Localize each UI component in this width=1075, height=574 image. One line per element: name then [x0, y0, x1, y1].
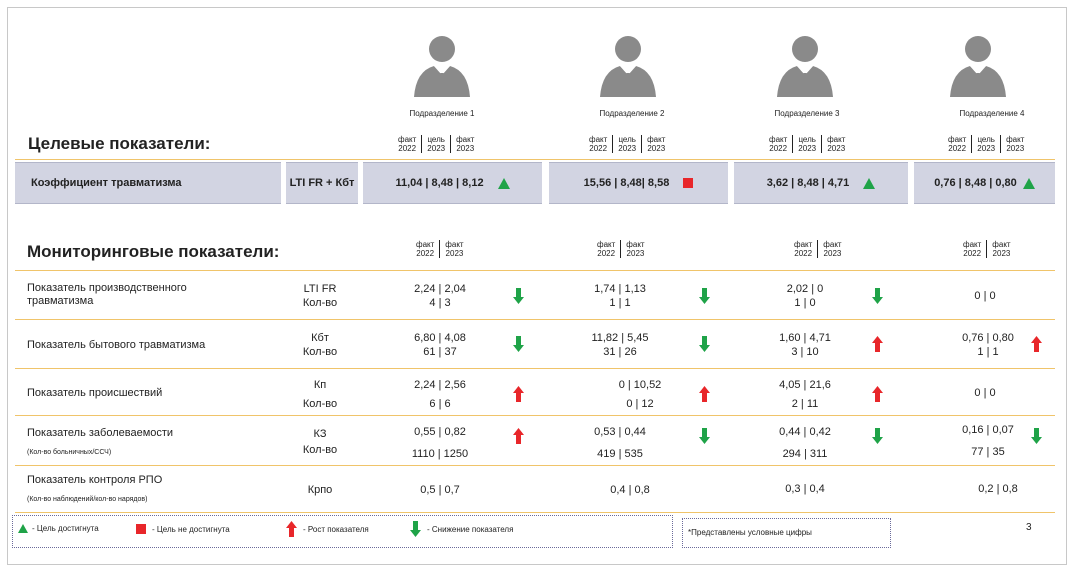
indicator-unit: LTI FR Кол-во — [302, 283, 338, 309]
target-row-unit: LTI FR + Кбт — [286, 162, 358, 204]
arrow-up-icon — [872, 336, 883, 352]
legend — [12, 515, 673, 548]
monitoring-col-headers: факт 2022 факт 2023 — [597, 240, 645, 258]
arrow-down-icon — [513, 288, 524, 304]
slide-frame — [7, 7, 1067, 565]
divider — [15, 270, 1055, 271]
goal-not-achieved-icon — [683, 178, 694, 188]
department-name: Подразделение 4 — [959, 109, 1025, 118]
arrow-down-icon — [872, 428, 883, 444]
monitoring-col-headers: факт 2022 факт 2023 — [416, 240, 464, 258]
arrow-up-icon — [1031, 336, 1042, 352]
legend-not-achieved: - Цель не достигнута — [136, 524, 230, 534]
indicator-label: Показатель бытового травматизма — [27, 339, 206, 351]
indicator-value: 0,4 | 0,8 — [610, 484, 650, 496]
page-number: 3 — [1026, 522, 1032, 533]
arrow-down-icon — [699, 428, 710, 444]
target-col-headers: факт 2022 цель 2023 факт 2023 — [769, 135, 846, 153]
arrow-down-icon — [699, 288, 710, 304]
indicator-value: 6,80 | 4,08 61 | 37 — [414, 332, 466, 358]
goal-achieved-icon — [1022, 177, 1035, 189]
arrow-down-icon — [699, 336, 710, 352]
target-value: 0,76 | 8,48 | 0,80 — [934, 177, 1017, 189]
indicator-label: Показатель контроля РПО (Кол-во наблюдени… — [27, 474, 163, 503]
indicator-value: 0,53 | 0,44 419 | 535 — [594, 426, 646, 460]
indicator-unit: Кп Кол-во — [302, 379, 338, 410]
indicator-label: Показатель производственного травматизма — [27, 282, 187, 307]
indicator-label: Показатель происшествий — [27, 387, 163, 399]
person-icon — [777, 36, 833, 97]
department-name: Подразделение 2 — [599, 109, 665, 118]
person-icon — [414, 36, 470, 97]
target-value-cell: 11,04 | 8,48 | 8,12 — [363, 162, 542, 204]
target-value: 11,04 | 8,48 | 8,12 — [395, 177, 484, 189]
monitoring-col-headers: факт 2022 факт 2023 — [963, 240, 1011, 258]
target-value-cell: 0,76 | 8,48 | 0,80 — [914, 162, 1055, 204]
target-value-cell: 3,62 | 8,48 | 4,71 — [734, 162, 908, 204]
arrow-up-icon — [286, 521, 297, 537]
indicator-value: 0,55 | 0,82 1110 | 1250 — [411, 426, 469, 460]
indicator-value: 2,24 | 2,04 4 | 3 — [414, 283, 466, 309]
target-value-cell: 15,56 | 8,48| 8,58 — [549, 162, 728, 204]
target-row-label: Коэффициент травматизма — [15, 162, 281, 204]
target-col-headers: факт 2022 цель 2023 факт 2023 — [398, 135, 475, 153]
indicator-value: 0 | 0 — [974, 290, 996, 302]
note-text: *Представлены условные цифры — [688, 528, 812, 537]
department-name: Подразделение 1 — [409, 109, 475, 118]
indicator-value: 1,74 | 1,13 1 | 1 — [594, 283, 646, 309]
monitoring-section-title: Мониторинговые показатели: — [27, 242, 280, 261]
indicator-value: 1,60 | 4,71 3 | 10 — [779, 332, 831, 358]
indicator-value: 4,05 | 21,6 2 | 11 — [779, 379, 831, 410]
indicator-value: 0,5 | 0,7 — [420, 484, 460, 496]
goal-achieved-icon — [497, 177, 510, 189]
goal-achieved-icon — [863, 177, 876, 189]
divider — [15, 368, 1055, 369]
legend-up: - Рост показателя — [286, 521, 369, 537]
target-section-title: Целевые показатели: — [28, 134, 211, 153]
divider — [15, 512, 1055, 513]
indicator-value: 0,16 | 0,07 77 | 35 — [962, 424, 1014, 458]
goal-achieved-icon — [18, 524, 28, 533]
indicator-value: 0 | 10,52 0 | 12 — [618, 379, 662, 410]
divider — [15, 159, 1055, 160]
goal-not-achieved-icon — [136, 524, 146, 534]
indicator-value: 0,2 | 0,8 — [978, 483, 1018, 495]
arrow-up-icon — [872, 386, 883, 402]
target-value: 15,56 | 8,48| 8,58 — [583, 177, 670, 189]
indicator-value: 0,76 | 0,80 1 | 1 — [962, 332, 1014, 358]
indicator-value: 0,3 | 0,4 — [785, 483, 825, 495]
indicator-value: 11,82 | 5,45 31 | 26 — [591, 332, 649, 358]
arrow-up-icon — [699, 386, 710, 402]
indicator-unit: Крпо — [307, 484, 333, 496]
arrow-up-icon — [513, 386, 524, 402]
arrow-down-icon — [513, 336, 524, 352]
legend-down: - Снижение показателя — [410, 521, 513, 537]
target-col-headers: факт 2022 цель 2023 факт 2023 — [948, 135, 1025, 153]
indicator-unit: КЗ Кол-во — [302, 428, 338, 456]
divider — [15, 319, 1055, 320]
indicator-value: 0,44 | 0,42 294 | 311 — [779, 426, 831, 460]
arrow-up-icon — [513, 428, 524, 444]
indicator-value: 2,24 | 2,56 6 | 6 — [414, 379, 466, 410]
person-icon — [950, 36, 1006, 97]
arrow-down-icon — [1031, 428, 1042, 444]
monitoring-col-headers: факт 2022 факт 2023 — [794, 240, 842, 258]
note-box — [682, 518, 891, 548]
divider — [15, 415, 1055, 416]
indicator-value: 0 | 0 — [974, 387, 996, 399]
target-col-headers: факт 2022 цель 2023 факт 2023 — [589, 135, 666, 153]
divider — [15, 465, 1055, 466]
arrow-down-icon — [410, 521, 421, 537]
person-icon — [600, 36, 656, 97]
indicator-label: Показатель заболеваемости (Кол-во больнич… — [27, 427, 174, 456]
arrow-down-icon — [872, 288, 883, 304]
target-value: 3,62 | 8,48 | 4,71 — [766, 177, 850, 189]
department-name: Подразделение 3 — [774, 109, 840, 118]
legend-achieved: - Цель достигнута — [18, 524, 99, 533]
indicator-unit: Кбт Кол-во — [302, 332, 338, 358]
